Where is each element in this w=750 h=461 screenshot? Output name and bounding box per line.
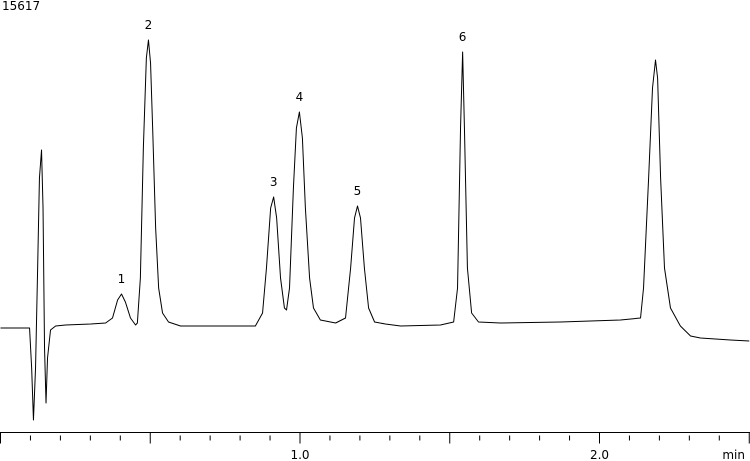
x-axis-label: min bbox=[722, 448, 745, 461]
peak-label: 3 bbox=[270, 175, 278, 189]
peak-label: 5 bbox=[354, 184, 362, 198]
peak-label: 4 bbox=[296, 90, 304, 104]
trace bbox=[0, 39, 750, 421]
chart-title: 15617 bbox=[2, 0, 40, 13]
peak-label: 6 bbox=[459, 30, 467, 44]
x-tick-label: 2.0 bbox=[590, 448, 609, 461]
peak-label: 2 bbox=[145, 18, 153, 32]
x-tick-label: 1.0 bbox=[290, 448, 309, 461]
peak-label: 1 bbox=[118, 272, 126, 286]
